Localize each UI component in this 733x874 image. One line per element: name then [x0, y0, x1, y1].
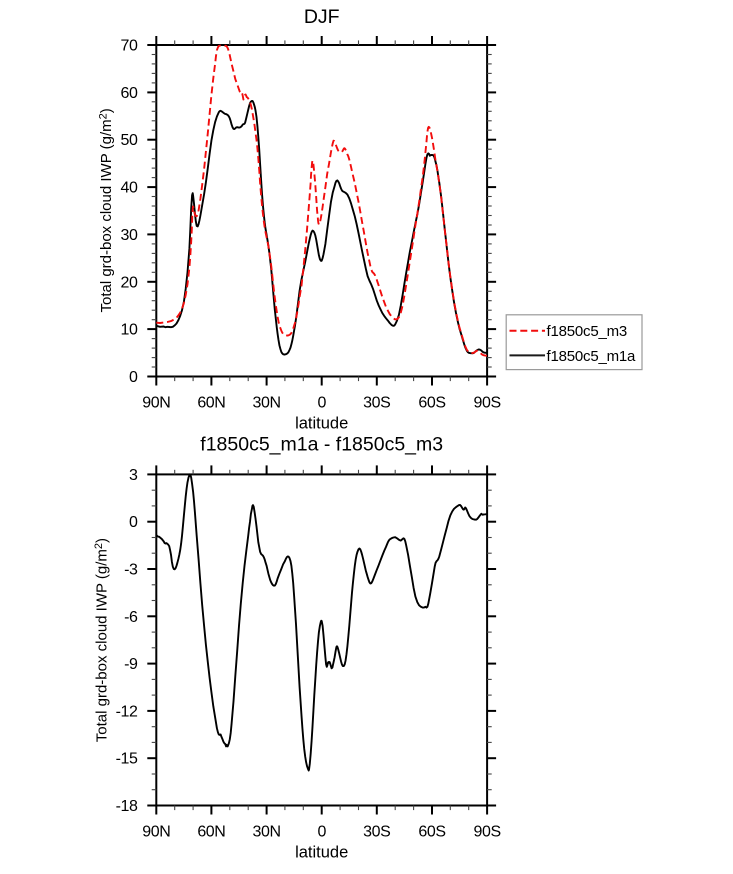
svg-text:60N: 60N — [197, 395, 225, 412]
svg-text:60N: 60N — [197, 824, 225, 841]
svg-text:-6: -6 — [124, 609, 138, 626]
svg-text:90S: 90S — [473, 824, 500, 841]
svg-text:0: 0 — [317, 395, 326, 412]
svg-text:Total grd-box cloud IWP (g/m2): Total grd-box cloud IWP (g/m2) — [98, 108, 116, 312]
svg-text:30N: 30N — [253, 824, 281, 841]
svg-text:f1850c5_m1a: f1850c5_m1a — [547, 348, 637, 365]
svg-text:latitude: latitude — [295, 844, 348, 862]
svg-text:-9: -9 — [124, 656, 138, 673]
svg-text:30: 30 — [121, 227, 138, 244]
svg-text:60: 60 — [121, 85, 138, 102]
svg-text:60S: 60S — [418, 824, 445, 841]
svg-text:60S: 60S — [418, 395, 445, 412]
svg-text:latitude: latitude — [295, 415, 348, 433]
svg-text:0: 0 — [129, 514, 138, 531]
svg-text:-15: -15 — [116, 751, 138, 768]
svg-text:-12: -12 — [116, 703, 138, 720]
svg-text:3: 3 — [129, 467, 138, 484]
svg-text:DJF: DJF — [304, 6, 340, 28]
svg-text:30S: 30S — [363, 824, 390, 841]
svg-text:Total grd-box cloud IWP (g/m2): Total grd-box cloud IWP (g/m2) — [93, 538, 111, 742]
svg-text:f1850c5_m3: f1850c5_m3 — [547, 323, 628, 340]
svg-text:0: 0 — [317, 824, 326, 841]
svg-text:f1850c5_m1a - f1850c5_m3: f1850c5_m1a - f1850c5_m3 — [200, 434, 443, 456]
svg-text:50: 50 — [121, 132, 138, 149]
svg-text:90N: 90N — [142, 395, 170, 412]
svg-text:40: 40 — [121, 180, 138, 197]
svg-text:0: 0 — [129, 369, 138, 386]
svg-text:10: 10 — [121, 322, 138, 339]
svg-text:90S: 90S — [473, 395, 500, 412]
svg-text:90N: 90N — [142, 824, 170, 841]
svg-text:-18: -18 — [116, 798, 138, 815]
svg-text:-3: -3 — [124, 562, 138, 579]
svg-text:70: 70 — [121, 38, 138, 55]
svg-text:20: 20 — [121, 274, 138, 291]
svg-text:30S: 30S — [363, 395, 390, 412]
svg-text:30N: 30N — [253, 395, 281, 412]
